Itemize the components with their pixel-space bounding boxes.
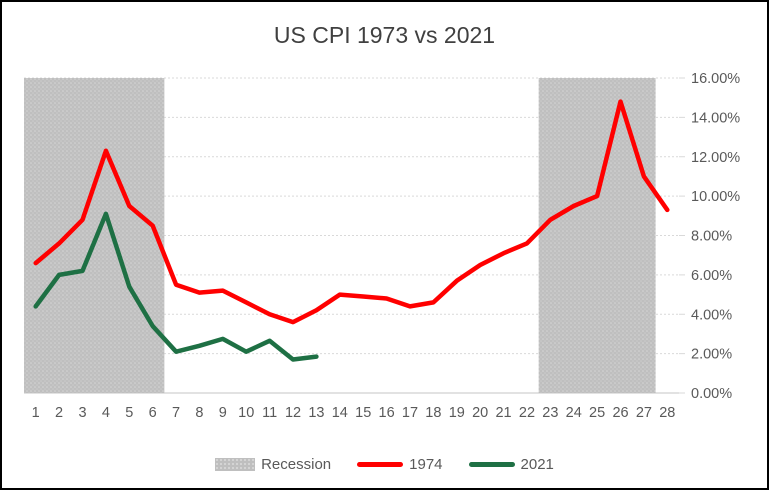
x-tick-label: 8 [195, 405, 203, 421]
legend-label-1974: 1974 [409, 455, 443, 473]
x-tick-label: 18 [425, 405, 441, 421]
x-tick-label: 22 [519, 405, 535, 421]
x-tick-label: 5 [125, 405, 133, 421]
x-tick-label: 10 [238, 405, 254, 421]
x-tick-label: 14 [332, 405, 348, 421]
y-tick-label: 2.00% [691, 347, 732, 363]
x-tick-label: 27 [636, 405, 652, 421]
x-tick-label: 6 [149, 405, 157, 421]
y-tick-label: 14.00% [691, 110, 740, 126]
series-line-1974 [33, 99, 670, 325]
x-tick-label: 4 [102, 405, 110, 421]
x-tick-label: 16 [379, 405, 395, 421]
y-tick-label: 8.00% [691, 229, 732, 245]
x-tick-label: 7 [172, 405, 180, 421]
recession-band [24, 78, 165, 393]
x-tick-label: 3 [78, 405, 86, 421]
x-tick-label: 23 [542, 405, 558, 421]
x-tick-label: 24 [566, 405, 582, 421]
series-1974-swatch [357, 461, 404, 467]
y-tick-label: 6.00% [691, 268, 732, 284]
y-axis: 16.00% 14.00% 12.00% 10.00% 8.00% 6.00% 4.00% 2… [691, 71, 740, 402]
x-tick-label: 26 [612, 405, 628, 421]
x-tick-label: 21 [495, 405, 511, 421]
x-axis: 1 2 3 4 5 6 7 8 9 10 11 12 13 14 15 16 17 18 19 20 21 22 23 24 2… [32, 405, 676, 421]
legend-item-2021[interactable]: 2021 [468, 455, 554, 473]
x-tick-label: 11 [262, 405, 277, 421]
series-line-2021 [33, 211, 319, 362]
y-tick-label: 10.00% [691, 189, 740, 205]
legend-label-2021: 2021 [520, 455, 554, 473]
legend-label-recession: Recession [261, 455, 332, 473]
y-tick-label: 4.00% [691, 307, 732, 323]
recession-bands-group [24, 78, 656, 393]
chart-title: US CPI 1973 vs 2021 [273, 22, 496, 48]
legend-item-recession[interactable]: Recession [215, 456, 331, 473]
y-tick-label: 12.00% [691, 150, 740, 166]
x-tick-label: 20 [472, 405, 488, 421]
x-tick-label: 13 [308, 405, 324, 421]
x-tick-label: 2 [55, 405, 63, 421]
x-tick-label: 19 [449, 405, 465, 421]
series-2021-swatch [468, 461, 515, 467]
x-tick-label: 25 [589, 405, 605, 421]
x-tick-label: 15 [355, 405, 371, 421]
recession-swatch [215, 457, 256, 471]
x-tick-label: 12 [285, 405, 301, 421]
recession-band [538, 78, 656, 393]
y-tick-label: 0.00% [691, 386, 732, 402]
x-tick-label: 9 [219, 405, 227, 421]
legend: Recession 1974 2021 [2, 450, 767, 478]
x-tick-label: 1 [32, 405, 40, 421]
x-tick-label: 28 [659, 405, 675, 421]
x-tick-label: 17 [402, 405, 418, 421]
y-tick-label: 16.00% [691, 71, 740, 87]
legend-item-1974[interactable]: 1974 [357, 455, 443, 473]
series-group [33, 99, 670, 362]
